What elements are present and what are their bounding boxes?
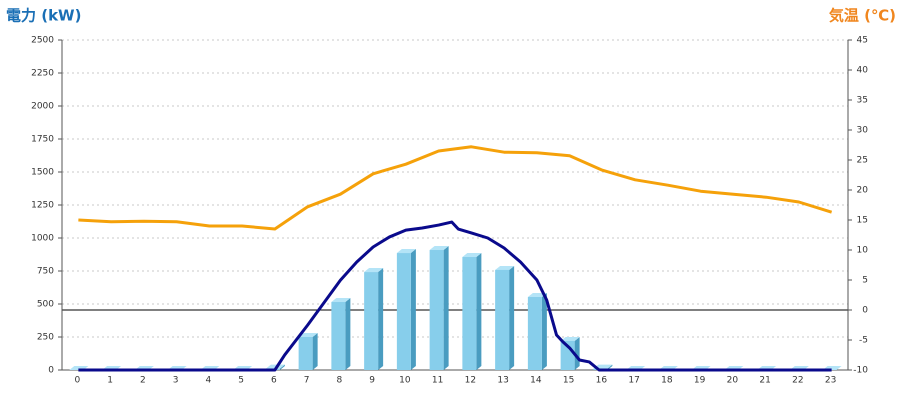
- x-tick-label: 0: [75, 376, 81, 386]
- power-line: [78, 220, 832, 372]
- y-tick-label: 1750: [31, 135, 54, 145]
- x-tick-label: 11: [432, 376, 443, 386]
- bar: [429, 250, 444, 370]
- x-tick-label: 16: [596, 376, 608, 386]
- bar-top: [298, 333, 318, 337]
- x-tick-label: 9: [369, 376, 375, 386]
- y2-tick-label: 25: [857, 156, 868, 166]
- y-tick-label: 1500: [31, 168, 54, 178]
- y2-tick-label: -10: [853, 366, 868, 376]
- y-tick-label: 0: [48, 366, 54, 376]
- y-tick-label: 2500: [31, 36, 54, 46]
- bar-side: [410, 249, 416, 370]
- bar-side: [345, 298, 351, 370]
- bar-side: [279, 364, 285, 370]
- y2-tick-label: 35: [857, 96, 868, 106]
- y2-tick-label: 20: [857, 186, 869, 196]
- y2-tick-label: 45: [857, 36, 868, 46]
- bar-side: [443, 246, 449, 370]
- x-tick-label: 1: [107, 376, 113, 386]
- y-tick-label: 2000: [31, 102, 54, 112]
- y2-tick-label: 0: [862, 306, 868, 316]
- bar-top: [495, 265, 515, 270]
- y2-tick-label: 10: [857, 246, 869, 256]
- y-tick-label: 2250: [31, 69, 54, 79]
- x-tick-label: 12: [465, 376, 476, 386]
- x-tick-label: 8: [337, 376, 343, 386]
- x-tick-label: 14: [530, 376, 542, 386]
- temperature-line: [78, 145, 833, 231]
- x-tick-label: 6: [271, 376, 277, 386]
- bar: [462, 257, 477, 370]
- x-tick-label: 4: [206, 376, 212, 386]
- bar-top: [331, 298, 351, 303]
- bar-top: [560, 336, 580, 341]
- bar: [396, 253, 411, 370]
- x-tick-label: 10: [399, 376, 411, 386]
- x-tick-label: 2: [140, 376, 146, 386]
- x-tick-label: 17: [628, 376, 639, 386]
- x-tick-label: 15: [563, 376, 574, 386]
- x-tick-label: 7: [304, 376, 310, 386]
- x-tick-label: 13: [497, 376, 508, 386]
- x-tick-label: 5: [238, 376, 244, 386]
- x-tick-label: 3: [173, 376, 179, 386]
- y-axis-title: 電力 (kW): [6, 7, 81, 25]
- y2-tick-label: 30: [857, 126, 869, 136]
- x-tick-label: 23: [825, 376, 836, 386]
- y2-tick-label: 15: [857, 216, 868, 226]
- bar-side: [509, 265, 515, 370]
- bar-side: [312, 333, 318, 370]
- y-tick-label: 750: [37, 267, 54, 277]
- bar: [298, 337, 313, 370]
- x-tick-label: 19: [694, 376, 706, 386]
- y-tick-label: 1000: [31, 234, 54, 244]
- bar-top: [364, 268, 384, 273]
- y-tick-label: 1250: [31, 201, 54, 211]
- y-tick-label: 250: [37, 333, 54, 343]
- x-tick-label: 20: [727, 376, 739, 386]
- y-tick-label: 500: [37, 300, 54, 310]
- bar-side: [476, 253, 482, 370]
- bar-top: [396, 249, 416, 254]
- bar-side: [541, 293, 547, 370]
- x-tick-label: 22: [792, 376, 803, 386]
- y2-tick-label: 40: [857, 66, 869, 76]
- y2-axis-title: 気温 (℃): [829, 7, 896, 25]
- bar: [331, 302, 346, 370]
- bar-top: [462, 253, 482, 258]
- bar: [495, 269, 510, 370]
- bar: [364, 272, 379, 370]
- x-tick-label: 21: [759, 376, 770, 386]
- y2-tick-label: 5: [862, 276, 868, 286]
- bar: [527, 297, 542, 370]
- bar-top: [429, 246, 449, 251]
- x-tick-label: 18: [661, 376, 673, 386]
- y2-tick-label: -5: [859, 336, 868, 346]
- bar-side: [574, 336, 580, 370]
- bar-side: [378, 268, 384, 370]
